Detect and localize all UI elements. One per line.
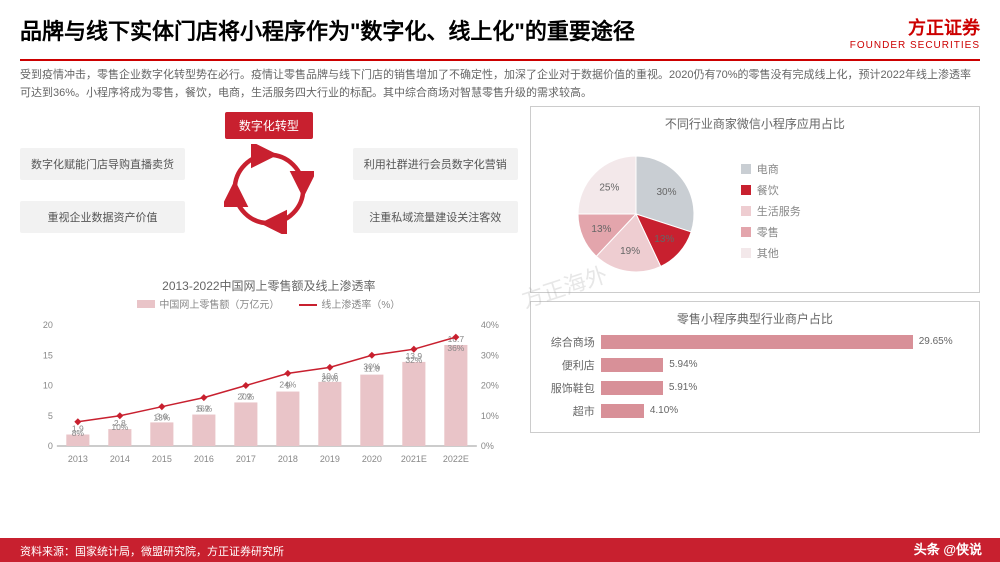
combo-chart: 2013-2022中国网上零售额及线上渗透率 中国网上零售额（万亿元） 线上渗透… [20,277,518,468]
legend-line: 线上渗透率（%） [321,296,400,311]
hbar-row: 超市4.10% [541,403,969,419]
brand-logo: 方正证券 FOUNDER SECURITIES [850,14,980,51]
hbar-title: 零售小程序典型行业商户占比 [541,310,969,327]
svg-text:30%: 30% [363,361,380,371]
svg-text:5: 5 [48,411,53,421]
cycle-diagram: 数字化转型 数字化赋能门店导购直播卖货 利用社群进行会员数字化营销 重视企业数据… [20,106,518,271]
header-divider [20,59,980,61]
cycle-center-tag: 数字化转型 [225,112,313,139]
cycle-arrows-icon [224,144,314,234]
svg-text:40%: 40% [481,320,499,330]
svg-text:10: 10 [43,381,53,391]
pie-panel: 不同行业商家微信小程序应用占比 30% 13% 19% 13% 25% 电商餐饮生活服务… [530,106,980,293]
svg-text:13%: 13% [153,413,170,423]
footer-source: 资料来源：国家统计局，微盟研究院，方正证券研究所 [0,538,1000,562]
hbar-row: 服饰鞋包5.91% [541,380,969,396]
svg-text:2016: 2016 [194,454,214,464]
page-title: 品牌与线下实体门店将小程序作为"数字化、线上化"的重要途径 [20,14,635,46]
svg-text:26%: 26% [321,374,338,384]
svg-text:24%: 24% [279,380,296,390]
legend-bar: 中国网上零售额（万亿元） [159,296,279,311]
svg-text:20: 20 [43,320,53,330]
svg-text:20%: 20% [481,381,499,391]
cycle-box-br: 注重私域流量建设关注客效 [353,201,518,233]
svg-text:2014: 2014 [110,454,130,464]
svg-text:15: 15 [43,350,53,360]
hbar-panel: 零售小程序典型行业商户占比 综合商场29.65% 便利店5.94% 服饰鞋包5.91… [530,301,980,433]
svg-text:36%: 36% [447,343,464,353]
cycle-box-bl: 重视企业数据资产价值 [20,201,185,233]
hbar-row: 综合商场29.65% [541,334,969,350]
pie-legend: 电商餐饮生活服务零售其他 [741,156,801,266]
svg-text:20%: 20% [237,392,254,402]
svg-text:2019: 2019 [320,454,340,464]
svg-text:0%: 0% [481,441,494,451]
logo-text: 方正证券 [850,14,980,40]
svg-text:32%: 32% [405,355,422,365]
svg-text:13%: 13% [591,224,611,235]
combo-legend: 中国网上零售额（万亿元） 线上渗透率（%） [20,296,518,311]
svg-text:8%: 8% [72,428,85,438]
description-text: 受到疫情冲击，零售企业数字化转型势在必行。疫情让零售品牌与线下门店的销售增加了不… [0,67,1000,106]
cycle-box-tr: 利用社群进行会员数字化营销 [353,148,518,180]
corner-watermark: 头条 @侠说 [914,539,982,558]
svg-text:30%: 30% [656,187,676,198]
svg-text:2018: 2018 [278,454,298,464]
svg-text:0: 0 [48,441,53,451]
svg-text:2020: 2020 [362,454,382,464]
pie-chart-svg: 30% 13% 19% 13% 25% [541,136,731,286]
combo-chart-svg: 051015200%10%20%30%40%1.920138%2.8201410… [20,313,518,468]
hbar-row: 便利店5.94% [541,357,969,373]
combo-chart-title: 2013-2022中国网上零售额及线上渗透率 [20,277,518,294]
svg-text:2017: 2017 [236,454,256,464]
svg-text:19%: 19% [620,246,640,257]
svg-text:25%: 25% [599,183,619,194]
pie-title: 不同行业商家微信小程序应用占比 [541,115,969,132]
svg-text:30%: 30% [481,350,499,360]
svg-text:2021E: 2021E [401,454,427,464]
hbar-chart: 综合商场29.65% 便利店5.94% 服饰鞋包5.91% 超市4.10% [541,334,969,419]
svg-text:2022E: 2022E [443,454,469,464]
logo-subtext: FOUNDER SECURITIES [850,40,980,51]
svg-text:10%: 10% [481,411,499,421]
svg-text:10%: 10% [111,422,128,432]
svg-text:2013: 2013 [68,454,88,464]
svg-text:13%: 13% [654,234,674,245]
svg-text:2015: 2015 [152,454,172,464]
svg-text:16%: 16% [195,404,212,414]
cycle-box-tl: 数字化赋能门店导购直播卖货 [20,148,185,180]
